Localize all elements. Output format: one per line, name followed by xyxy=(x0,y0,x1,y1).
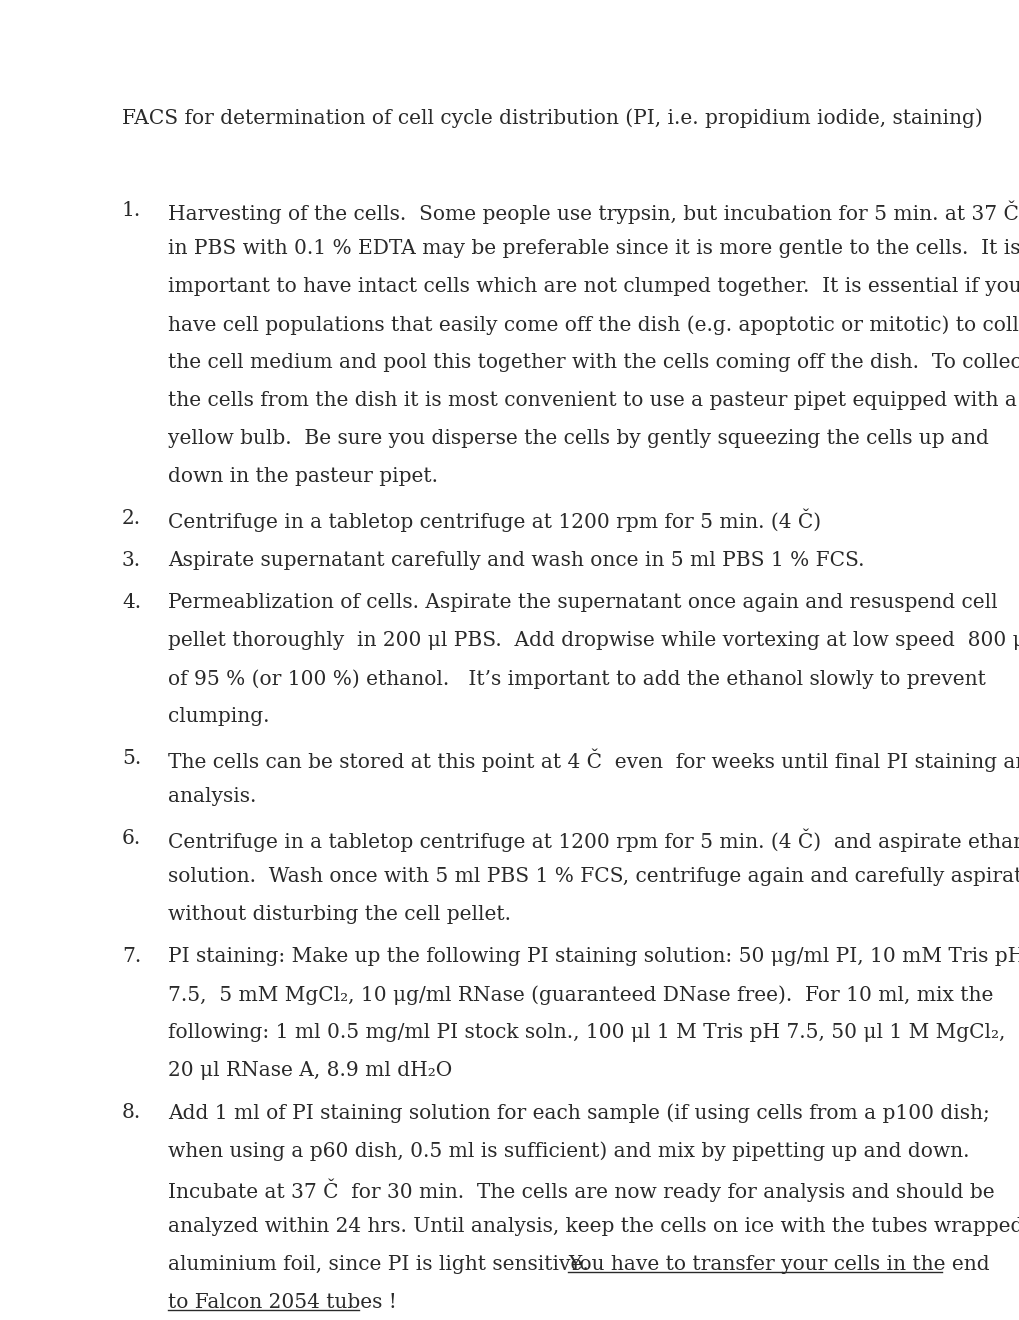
Text: when using a p60 dish, 0.5 ml is sufficient) and mix by pipetting up and down.: when using a p60 dish, 0.5 ml is suffici… xyxy=(168,1140,968,1160)
Text: 1.: 1. xyxy=(122,201,141,220)
Text: Harvesting of the cells.  Some people use trypsin, but incubation for 5 min. at : Harvesting of the cells. Some people use… xyxy=(168,201,1018,224)
Text: 8.: 8. xyxy=(122,1104,141,1122)
Text: down in the pasteur pipet.: down in the pasteur pipet. xyxy=(168,467,437,486)
Text: Permeablization of cells. Aspirate the supernatant once again and resuspend cell: Permeablization of cells. Aspirate the s… xyxy=(168,593,997,612)
Text: 7.5,  5 mM MgCl₂, 10 μg/ml RNase (guaranteed DNase free).  For 10 ml, mix the: 7.5, 5 mM MgCl₂, 10 μg/ml RNase (guarant… xyxy=(168,985,993,1005)
Text: following: 1 ml 0.5 mg/ml PI stock soln., 100 μl 1 M Tris pH 7.5, 50 μl 1 M MgCl: following: 1 ml 0.5 mg/ml PI stock soln.… xyxy=(168,1023,1005,1041)
Text: FACS for determination of cell cycle distribution (PI, i.e. propidium iodide, st: FACS for determination of cell cycle dis… xyxy=(122,108,981,128)
Text: of 95 % (or 100 %) ethanol.   It’s important to add the ethanol slowly to preven: of 95 % (or 100 %) ethanol. It’s importa… xyxy=(168,669,985,689)
Text: Add 1 ml of PI staining solution for each sample (if using cells from a p100 dis: Add 1 ml of PI staining solution for eac… xyxy=(168,1104,988,1122)
Text: yellow bulb.  Be sure you disperse the cells by gently squeezing the cells up an: yellow bulb. Be sure you disperse the ce… xyxy=(168,429,987,447)
Text: to Falcon 2054 tubes !: to Falcon 2054 tubes ! xyxy=(168,1294,396,1312)
Text: PI staining: Make up the following PI staining solution: 50 μg/ml PI, 10 mM Tris: PI staining: Make up the following PI st… xyxy=(168,946,1019,966)
Text: analysis.: analysis. xyxy=(168,787,256,807)
Text: 2.: 2. xyxy=(122,510,141,528)
Text: without disturbing the cell pellet.: without disturbing the cell pellet. xyxy=(168,906,511,924)
Text: Centrifuge in a tabletop centrifuge at 1200 rpm for 5 min. (4 Č)  and aspirate e: Centrifuge in a tabletop centrifuge at 1… xyxy=(168,829,1019,853)
Text: Centrifuge in a tabletop centrifuge at 1200 rpm for 5 min. (4 Č): Centrifuge in a tabletop centrifuge at 1… xyxy=(168,510,820,532)
Text: solution.  Wash once with 5 ml PBS 1 % FCS, centrifuge again and carefully aspir: solution. Wash once with 5 ml PBS 1 % FC… xyxy=(168,867,1019,886)
Text: the cells from the dish it is most convenient to use a pasteur pipet equipped wi: the cells from the dish it is most conve… xyxy=(168,391,1016,411)
Text: analyzed within 24 hrs. Until analysis, keep the cells on ice with the tubes wra: analyzed within 24 hrs. Until analysis, … xyxy=(168,1217,1019,1236)
Text: You have to transfer your cells in the end: You have to transfer your cells in the e… xyxy=(568,1255,996,1274)
Text: 3.: 3. xyxy=(122,550,141,570)
Text: 4.: 4. xyxy=(122,593,141,612)
Text: 5.: 5. xyxy=(122,748,141,768)
Text: The cells can be stored at this point at 4 Č  even  for weeks until final PI sta: The cells can be stored at this point at… xyxy=(168,748,1019,772)
Text: 20 μl RNase A, 8.9 ml dH₂O: 20 μl RNase A, 8.9 ml dH₂O xyxy=(168,1061,451,1080)
Text: Incubate at 37 Č  for 30 min.  The cells are now ready for analysis and should b: Incubate at 37 Č for 30 min. The cells a… xyxy=(168,1179,994,1203)
Text: 7.: 7. xyxy=(122,946,141,966)
Text: clumping.: clumping. xyxy=(168,708,269,726)
Text: in PBS with 0.1 % EDTA may be preferable since it is more gentle to the cells.  : in PBS with 0.1 % EDTA may be preferable… xyxy=(168,239,1019,257)
Text: pellet thoroughly  in 200 μl PBS.  Add dropwise while vortexing at low speed  80: pellet thoroughly in 200 μl PBS. Add dro… xyxy=(168,631,1019,649)
Text: important to have intact cells which are not clumped together.  It is essential : important to have intact cells which are… xyxy=(168,277,1019,296)
Text: the cell medium and pool this together with the cells coming off the dish.  To c: the cell medium and pool this together w… xyxy=(168,352,1019,372)
Text: have cell populations that easily come off the dish (e.g. apoptotic or mitotic) : have cell populations that easily come o… xyxy=(168,315,1019,335)
Text: aluminium foil, since PI is light sensitive.: aluminium foil, since PI is light sensit… xyxy=(168,1255,601,1274)
Text: 6.: 6. xyxy=(122,829,141,847)
Text: Aspirate supernatant carefully and wash once in 5 ml PBS 1 % FCS.: Aspirate supernatant carefully and wash … xyxy=(168,550,864,570)
